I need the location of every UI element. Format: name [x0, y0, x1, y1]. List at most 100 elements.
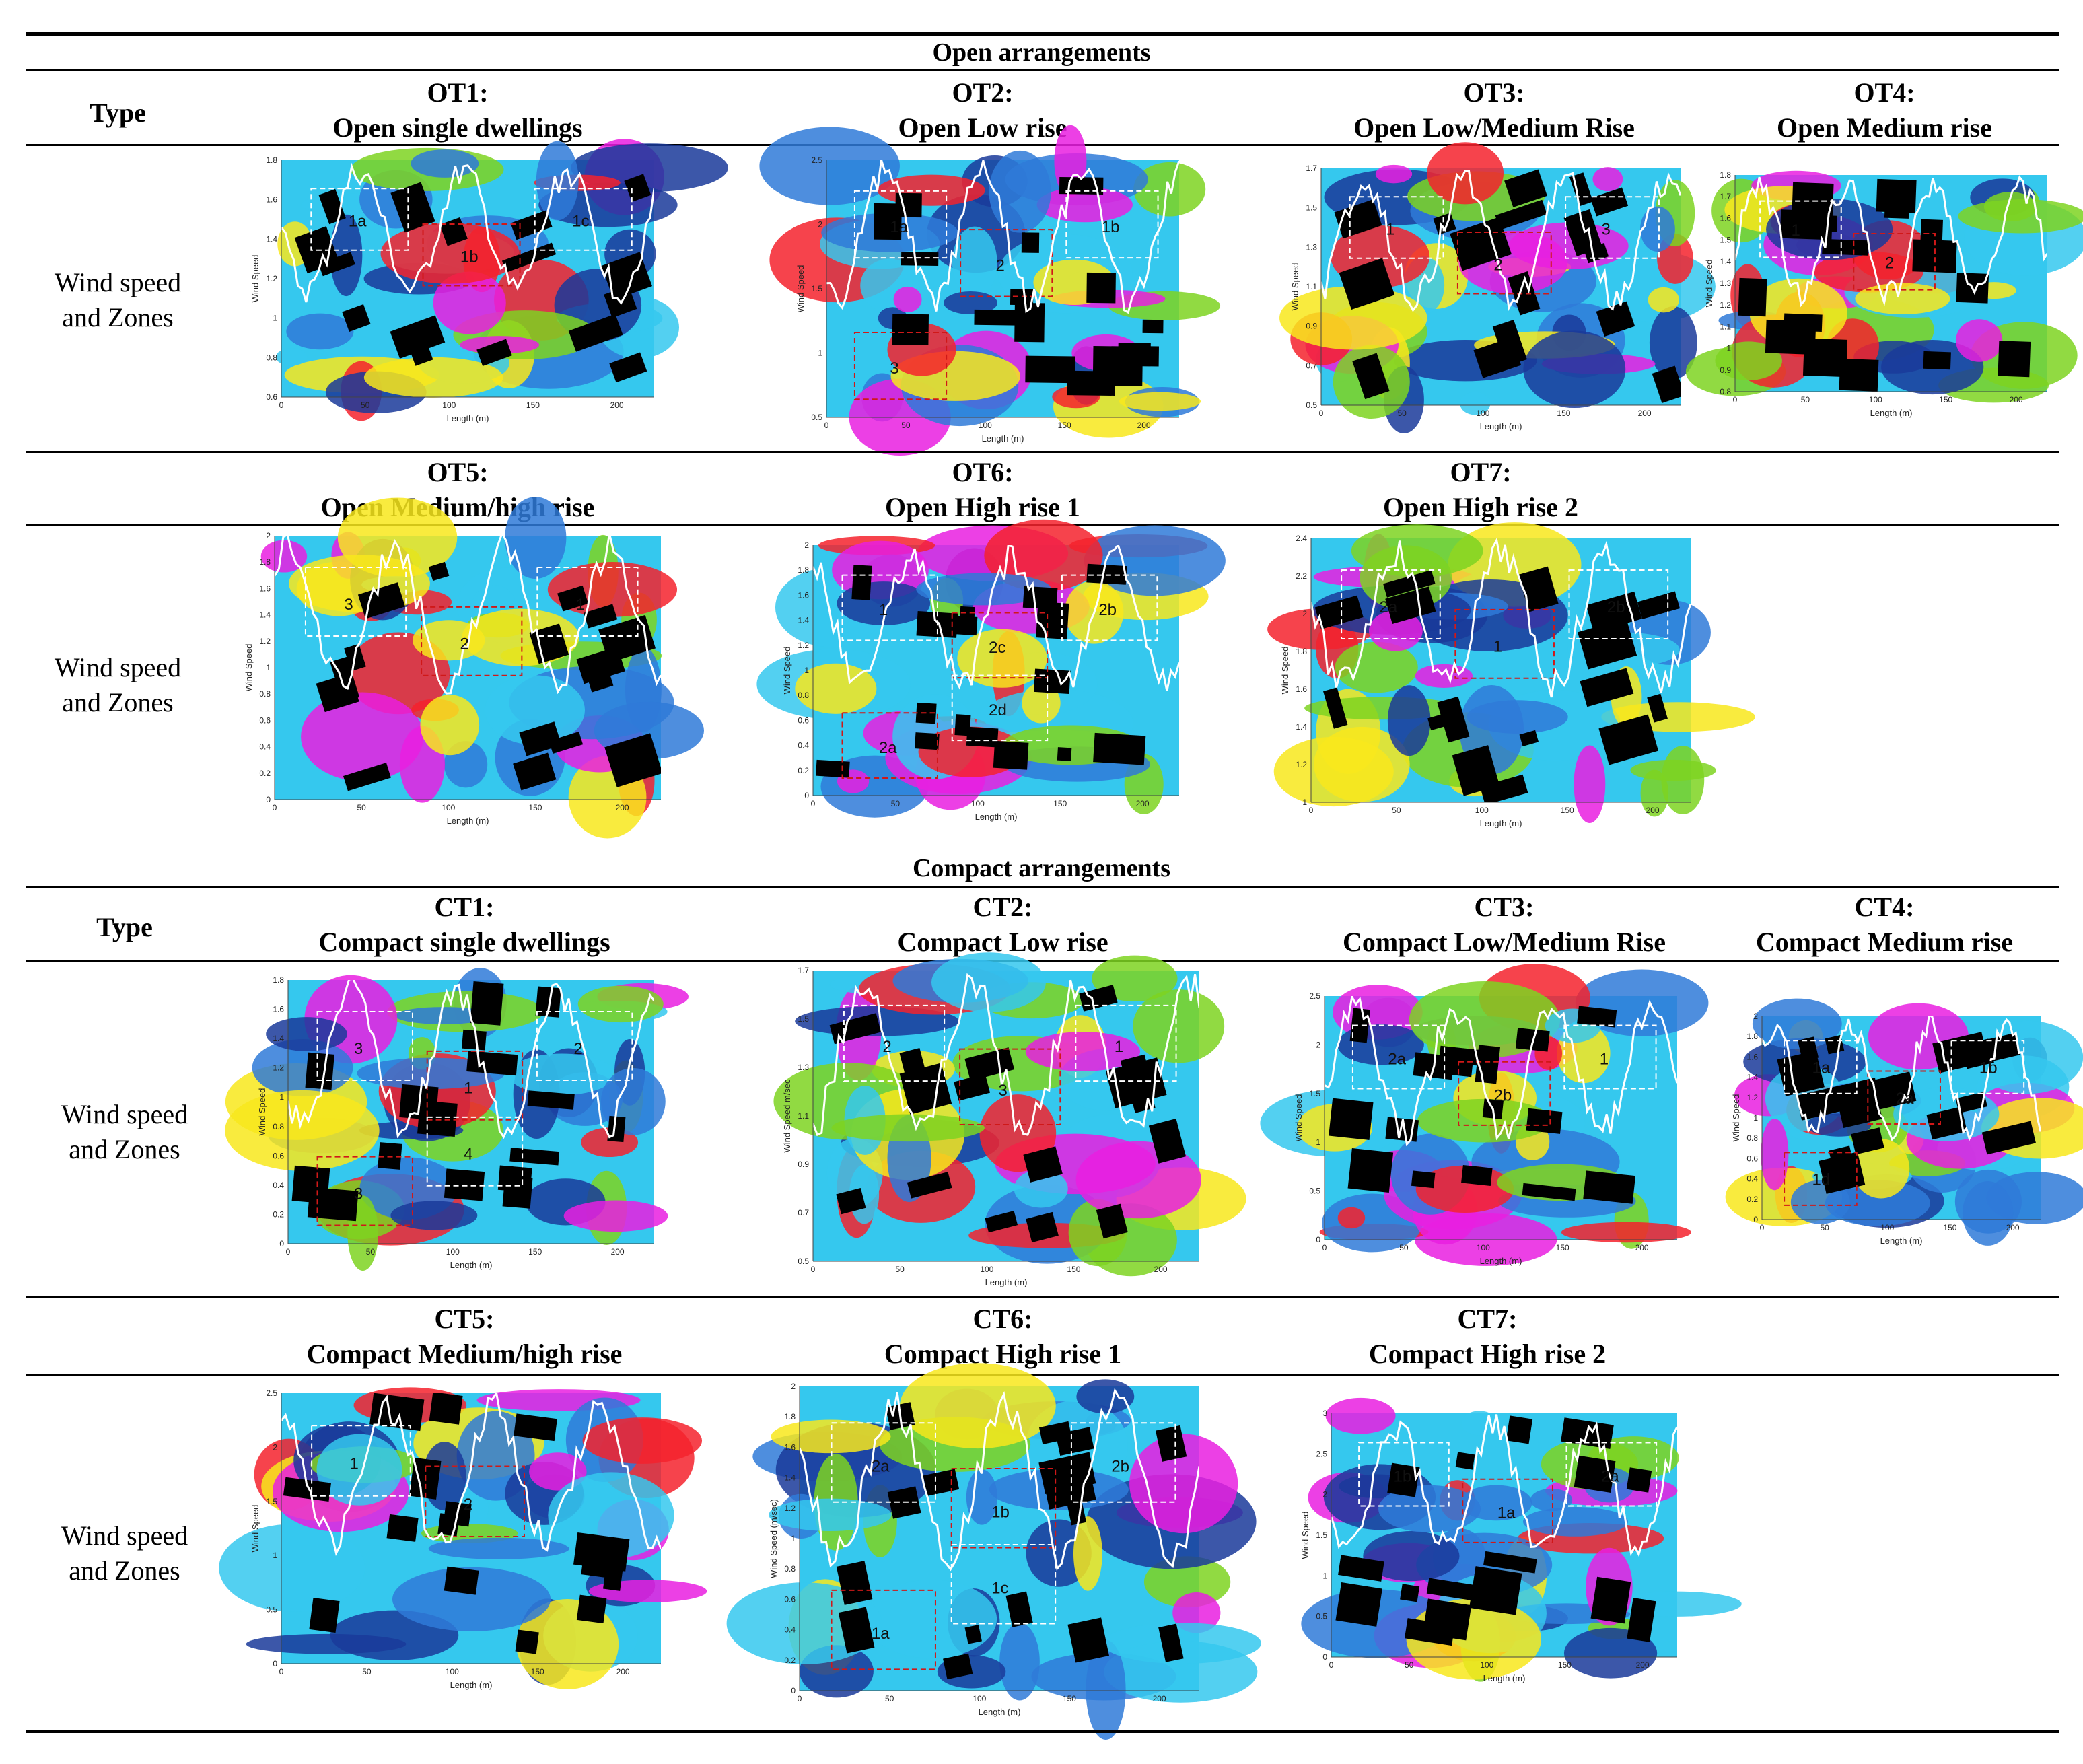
y-tick-label: 1 [791, 1534, 796, 1543]
axes: 0 0.2 0.4 0.6 0.8 1 1.2 1.4 1.6 1.8 2 0 50 100 150 200 L… [244, 531, 661, 826]
building [1637, 591, 1681, 619]
y-tick-label: 1.2 [798, 641, 809, 650]
zone-outline [536, 1011, 633, 1081]
building [1352, 353, 1390, 400]
x-tick-label: 0 [1319, 409, 1324, 418]
y-tick-label: 1.6 [784, 1442, 796, 1452]
building [1627, 1598, 1656, 1642]
x-tick-label: 50 [1399, 1243, 1409, 1253]
building [1574, 1455, 1616, 1493]
building [527, 1090, 575, 1110]
code: CT5: [434, 1304, 495, 1334]
zone-outline [311, 1425, 411, 1497]
y-tick-label: 0 [279, 1239, 284, 1248]
name: Compact Medium rise [1755, 927, 2014, 957]
x-tick-label: 50 [357, 803, 366, 812]
y-tick-label: 1.6 [259, 584, 271, 593]
wind-speed-profile [1762, 1016, 2041, 1141]
axes: 0.6 0.8 1 1.2 1.4 1.6 1.8 0 50 100 150 200 Length (m… [250, 155, 654, 423]
wind-speed-profile [1311, 538, 1691, 698]
x-tick-label: 150 [1556, 1243, 1569, 1253]
x-axis-label: Length (m) [982, 433, 1024, 444]
zone-label: 2b [1111, 1458, 1129, 1476]
y-axis-label: Wind Speed [782, 647, 792, 695]
y-tick-label: 1.2 [1720, 300, 1731, 310]
x-tick-label: 100 [1869, 395, 1882, 404]
x-tick-label: 0 [279, 400, 284, 410]
x-tick-label: 100 [446, 1667, 459, 1677]
building [1876, 178, 1917, 213]
y-tick-label: 0.4 [798, 741, 809, 750]
x-tick-label: 200 [2006, 1223, 2020, 1232]
zone-label: 2 [460, 635, 469, 654]
x-tick-label: 100 [1476, 409, 1489, 418]
zone-label: 2 [882, 1038, 891, 1056]
zone-outline [1568, 569, 1669, 639]
code: OT2: [952, 77, 1014, 108]
building [1005, 1591, 1033, 1627]
y-tick-label: 1.2 [1746, 1093, 1758, 1102]
ot7-header: OT7: Open High rise 2 [1312, 455, 1649, 525]
name: Compact Medium/high rise [306, 1339, 623, 1369]
building [1590, 187, 1629, 217]
building [476, 339, 512, 366]
zone-outline [1358, 1442, 1450, 1507]
building [1433, 213, 1456, 235]
zone-label: 2a [1896, 1090, 1914, 1108]
axes: 0.5 1 1.5 2 2.5 0 50 100 150 200 Length (m) Wind Sp… [796, 155, 1179, 444]
y-tick-label: 1.8 [1720, 170, 1731, 180]
building [598, 614, 656, 664]
wind-field-plot: 1a 2a 1b 1d 0 0.2 0.4 0.6 0.8 1 1.2 1.4 1.6 1.8 2 0 50 10… [1725, 998, 2083, 1246]
y-tick-label: 1.4 [1720, 257, 1731, 267]
x-tick-label: 200 [611, 1247, 625, 1257]
buildings [275, 536, 661, 791]
x-axis-label: Length (m) [1880, 1236, 1923, 1246]
x-tick-label: 50 [1801, 395, 1810, 404]
building [573, 1532, 630, 1572]
y-tick-label: 1.6 [1296, 684, 1307, 694]
building [1323, 687, 1348, 729]
building [836, 1187, 866, 1215]
y-tick-label: 0 [273, 1659, 277, 1668]
y-tick-label: 0.8 [1720, 387, 1731, 396]
x-tick-label: 200 [1153, 1694, 1166, 1703]
x-axis-label: Length (m) [450, 1260, 493, 1270]
x-tick-label: 150 [1561, 806, 1574, 815]
x-tick-label: 150 [1058, 421, 1071, 430]
ot5-header: OT5: Open Medium/high rise [289, 455, 626, 525]
x-tick-label: 100 [442, 400, 456, 410]
axes: 0 0.2 0.4 0.6 0.8 1 1.2 1.4 1.6 1.8 2 0 50 100 150 200 L… [769, 1382, 1199, 1717]
building [1021, 232, 1040, 253]
zone-label: 3 [354, 1185, 363, 1203]
building [342, 304, 371, 332]
building [549, 732, 584, 754]
y-tick-label: 1.6 [1720, 213, 1731, 223]
name: Open High rise 2 [1382, 492, 1579, 522]
buildings [1735, 175, 2047, 392]
wind-speed-profile [1325, 996, 1677, 1147]
y-tick-label: 2.5 [266, 1388, 277, 1398]
y-tick-label: 0.7 [798, 1208, 809, 1218]
zone-label: 1a [1812, 1059, 1831, 1078]
wind-speed-profile [1331, 1414, 1677, 1557]
buildings [1331, 1414, 1677, 1646]
building [1563, 209, 1603, 256]
y-tick-label: 0.2 [273, 1209, 284, 1219]
y-tick-label: 0.6 [266, 392, 277, 402]
wind-speed-profile [288, 980, 654, 1139]
y-tick-label: 2 [266, 531, 271, 540]
rule [26, 886, 2059, 888]
building [1411, 1170, 1436, 1189]
y-tick-label: 0.8 [266, 353, 277, 362]
zone-label: 3 [999, 1082, 1008, 1100]
x-tick-label: 100 [446, 1247, 460, 1257]
wind-field-plot: 3 2 1 0 0.2 0.4 0.6 0.8 1 1.2 1.4 1.6 1.8 2 0 50 100 150 2… [244, 497, 705, 839]
y-tick-label: 0.8 [784, 1564, 796, 1574]
x-axis-label: Length (m) [975, 812, 1018, 822]
x-tick-label: 0 [1733, 395, 1738, 404]
buildings [800, 1388, 1199, 1680]
axes: 0 0.2 0.4 0.6 0.8 1 1.2 1.4 1.6 1.8 2 0 50 100 150 200 L… [1731, 1012, 2041, 1246]
wind-speed-profile [800, 1388, 1199, 1572]
building [964, 1047, 1015, 1082]
y-tick-label: 1.6 [273, 1005, 284, 1014]
